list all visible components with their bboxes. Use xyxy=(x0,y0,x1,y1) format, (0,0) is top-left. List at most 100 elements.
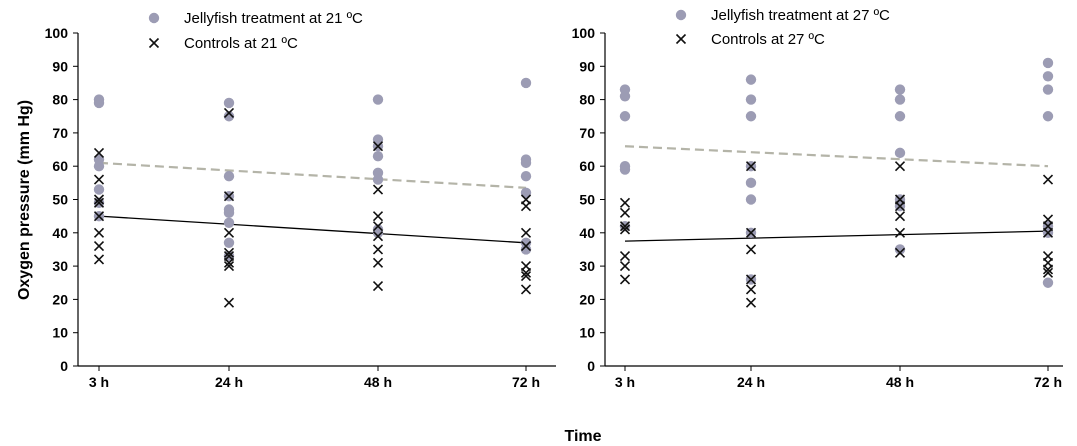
control-point xyxy=(520,227,532,238)
control-point xyxy=(619,274,631,285)
y-tick-label: 40 xyxy=(52,225,68,241)
control-point xyxy=(520,201,532,212)
chart-panel-21c: 0 10 20 30 40 50 60 70 80 90 100 3 h 24 h 48 h 72 h Jel… xyxy=(45,10,556,390)
legend-label: Controls at 27 ºC xyxy=(711,31,825,48)
control-point xyxy=(1042,264,1054,275)
treatment-point xyxy=(745,111,757,122)
treatment-point xyxy=(894,111,906,122)
x-tick-label: 48 h xyxy=(886,374,914,390)
treatment-point xyxy=(619,111,631,122)
control-point xyxy=(619,207,631,218)
control-point xyxy=(520,267,532,278)
control-point xyxy=(223,261,235,272)
treatment-point xyxy=(93,97,105,109)
y-tick-label: 50 xyxy=(52,192,68,208)
treatment-point xyxy=(520,157,532,169)
control-point xyxy=(1042,227,1054,238)
treatment-point xyxy=(1042,57,1054,69)
y-tick-label: 80 xyxy=(52,92,68,108)
x-axis-title: Time xyxy=(564,428,601,445)
control-point xyxy=(223,257,235,268)
x-tick-label: 3 h xyxy=(89,374,109,390)
control-trendline xyxy=(98,215,527,244)
y-tick-label: 40 xyxy=(579,225,595,241)
treatment-point xyxy=(520,244,532,255)
legend-label: Jellyfish treatment at 27 ºC xyxy=(711,7,890,24)
y-tick-label: 70 xyxy=(579,125,595,141)
control-point xyxy=(619,224,631,235)
control-point xyxy=(93,227,105,238)
control-point xyxy=(93,197,105,208)
treatment-point xyxy=(619,91,631,102)
treatment-point xyxy=(745,94,757,105)
legend-label: Controls at 21 ºC xyxy=(184,35,298,52)
treatment-point xyxy=(619,164,631,175)
control-point xyxy=(894,247,906,258)
control-point xyxy=(93,147,105,158)
treatment-point xyxy=(520,187,532,199)
treatment-point xyxy=(223,217,235,229)
x-tick-label: 24 h xyxy=(737,374,765,390)
treatment-point xyxy=(894,84,906,95)
chart-panel-27c: 0 10 20 30 40 50 60 70 80 90 100 3 h 24 h 48 h 72 h Jel… xyxy=(572,7,1063,390)
control-point xyxy=(372,184,384,195)
treatment-point xyxy=(223,207,235,219)
y-tick-label: 0 xyxy=(587,358,595,374)
legend-marker-control xyxy=(148,37,160,49)
x-tick-label: 24 h xyxy=(215,374,243,390)
treatment-trendline xyxy=(624,145,1049,168)
control-point xyxy=(894,211,906,222)
legend-marker-treatment xyxy=(148,12,160,24)
y-tick-label: 70 xyxy=(52,125,68,141)
control-trendline xyxy=(624,230,1049,242)
treatment-point xyxy=(1042,277,1054,288)
y-tick-label: 90 xyxy=(52,58,68,74)
control-point xyxy=(745,161,757,172)
control-point xyxy=(372,257,384,268)
control-point xyxy=(619,197,631,208)
control-point xyxy=(619,221,631,232)
treatment-point xyxy=(372,227,384,238)
x-tick-label: 48 h xyxy=(364,374,392,390)
x-tick-label: 72 h xyxy=(512,374,540,390)
y-tick-label: 100 xyxy=(45,25,69,41)
treatment-point xyxy=(223,111,235,122)
treatment-point xyxy=(745,74,757,85)
treatment-point xyxy=(372,174,384,185)
y-tick-label: 30 xyxy=(579,258,595,274)
control-point xyxy=(93,174,105,185)
treatment-point xyxy=(894,147,906,159)
treatment-point xyxy=(93,161,105,172)
legend-marker-treatment xyxy=(675,9,687,21)
x-tick-label: 72 h xyxy=(1034,374,1062,390)
treatment-point xyxy=(1042,71,1054,82)
control-point xyxy=(619,251,631,262)
y-tick-label: 50 xyxy=(579,192,595,208)
control-point xyxy=(93,194,105,205)
y-tick-label: 10 xyxy=(52,325,68,341)
control-point xyxy=(223,107,235,118)
y-tick-label: 0 xyxy=(60,358,68,374)
treatment-trendline xyxy=(98,161,527,189)
control-point xyxy=(93,254,105,265)
control-point xyxy=(223,227,235,238)
control-point xyxy=(223,297,235,308)
control-point xyxy=(93,241,105,252)
treatment-point xyxy=(223,237,235,248)
control-point xyxy=(745,227,757,238)
legend-marker-control xyxy=(675,33,687,45)
treatment-point xyxy=(1042,111,1054,122)
treatment-point xyxy=(372,151,384,162)
control-point xyxy=(619,261,631,272)
treatment-point xyxy=(1042,84,1054,95)
control-point xyxy=(520,241,532,252)
treatment-point xyxy=(894,94,906,105)
control-point xyxy=(1042,174,1054,185)
treatment-point xyxy=(520,77,532,89)
treatment-point xyxy=(520,170,532,182)
control-point xyxy=(520,271,532,282)
control-point xyxy=(894,227,906,238)
control-point xyxy=(372,244,384,255)
y-tick-label: 80 xyxy=(579,92,595,108)
